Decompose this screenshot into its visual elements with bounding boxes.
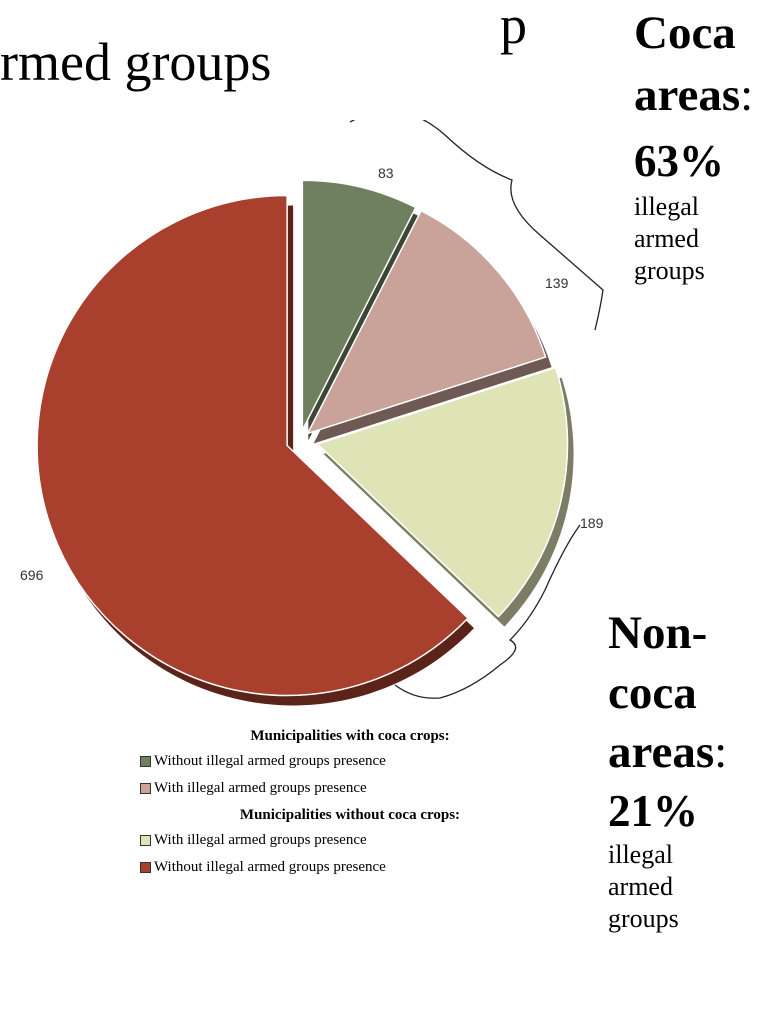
pie-slice-label: 189 [580, 515, 604, 531]
coca-desc-1: illegal [634, 192, 699, 222]
legend-swatch [140, 783, 151, 794]
coca-desc-2: armed [634, 224, 699, 254]
pie-slice-label: 696 [20, 567, 44, 583]
coca-heading-text: areas [634, 68, 741, 121]
pie-slice [316, 366, 569, 618]
pie-slice [306, 209, 547, 435]
title-line-2: rmed groups [0, 32, 272, 92]
noncoca-desc-3: groups [608, 903, 679, 933]
legend-item-noncoca-with: With illegal armed groups presence [140, 832, 560, 849]
title-line-1: p [500, 0, 527, 55]
noncoca-callout: Non- coca areas: 21% illegal armed group… [608, 607, 727, 934]
legend-label: Without illegal armed groups presence [154, 753, 386, 769]
coca-colon: : [740, 68, 754, 121]
coca-brace [349, 120, 604, 331]
legend-swatch [140, 862, 151, 873]
legend-swatch [140, 756, 151, 767]
noncoca-heading-line-3: areas: [608, 727, 727, 779]
legend-label: With illegal armed groups presence [154, 780, 367, 796]
noncoca-desc-2: armed [608, 871, 673, 901]
legend-item-coca-with: With illegal armed groups presence [140, 780, 560, 797]
legend-label: Without illegal armed groups presence [154, 859, 386, 875]
pie-slice-label: 139 [545, 275, 569, 291]
noncoca-percent: 21% [608, 786, 698, 837]
coca-heading-line-2: areas: [634, 68, 754, 122]
pie-slice [301, 179, 417, 431]
pie-slice [36, 194, 470, 697]
noncoca-desc-1: illegal [608, 840, 673, 870]
pie-slice-label: 83 [378, 165, 394, 181]
legend-heading-noncoca: Municipalities without coca crops: [239, 807, 461, 823]
noncoca-heading-line-1: Non- [608, 607, 708, 659]
legend-heading-coca: Municipalities with coca crops: [250, 728, 450, 744]
coca-desc-3: groups [634, 255, 705, 285]
legend-item-noncoca-without: Without illegal armed groups presence [140, 859, 560, 876]
coca-callout: Coca areas: 63% illegal armed groups [634, 7, 754, 287]
noncoca-brace [394, 524, 581, 699]
legend-swatch [140, 835, 151, 846]
legend-label: With illegal armed groups presence [154, 832, 367, 848]
coca-heading-line-1: Coca [634, 7, 736, 59]
legend-item-coca-without: Without illegal armed groups presence [140, 753, 560, 770]
noncoca-colon: : [714, 726, 728, 779]
noncoca-heading-text: areas [608, 726, 715, 779]
chart-legend: Municipalities with coca crops: Without … [140, 728, 560, 886]
noncoca-heading-line-2: coca [608, 666, 697, 719]
pie-chart: 83 139 189 696 [20, 120, 604, 706]
coca-percent: 63% [634, 136, 724, 187]
